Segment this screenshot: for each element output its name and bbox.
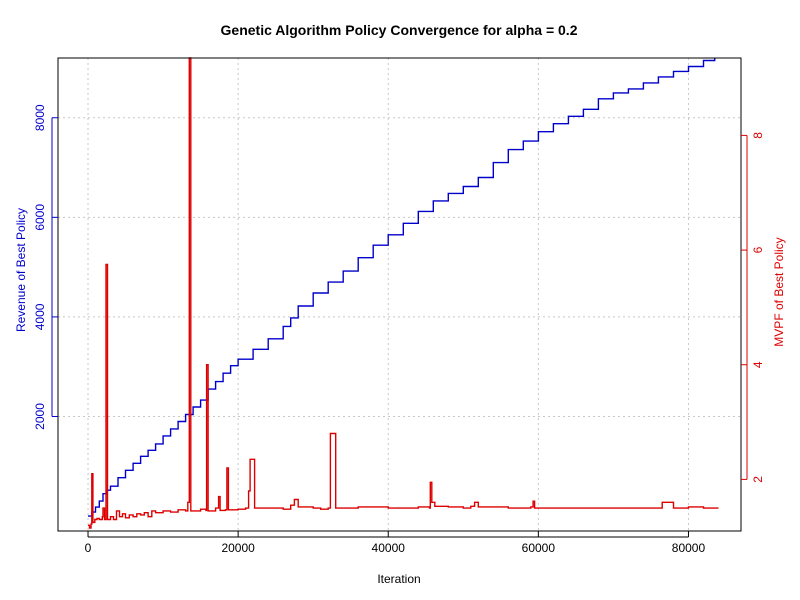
y-right-tick-label: 4: [751, 361, 765, 368]
y-axis-right-label: MVPF of Best Policy: [772, 237, 786, 346]
y-left-tick-label: 6000: [33, 204, 47, 231]
x-tick-label: 80000: [672, 541, 706, 555]
x-tick-label: 0: [85, 541, 92, 555]
y-right-tick-label: 6: [751, 246, 765, 253]
gridlines: [58, 58, 741, 531]
axes: 0 20000 40000 60000 80000 2000 4000 6000 8000 2 4 6…: [33, 104, 765, 555]
y-left-tick-label: 2000: [33, 403, 47, 430]
y-left-tick-label: 4000: [33, 303, 47, 330]
x-tick-label: 60000: [522, 541, 556, 555]
mvpf-series-line: [88, 57, 719, 529]
plot-area: [88, 57, 719, 529]
x-tick-label: 20000: [221, 541, 255, 555]
y-axis-left-label: Revenue of Best Policy: [14, 208, 28, 332]
revenue-series-line: [88, 58, 716, 517]
chart-title: Genetic Algorithm Policy Convergence for…: [221, 22, 578, 38]
y-right-tick-label: 2: [751, 476, 765, 483]
x-axis-label: Iteration: [377, 572, 420, 586]
plot-frame: [57, 57, 742, 532]
y-left-tick-label: 8000: [33, 104, 47, 131]
y-right-tick-label: 8: [751, 132, 765, 139]
x-tick-label: 40000: [372, 541, 406, 555]
